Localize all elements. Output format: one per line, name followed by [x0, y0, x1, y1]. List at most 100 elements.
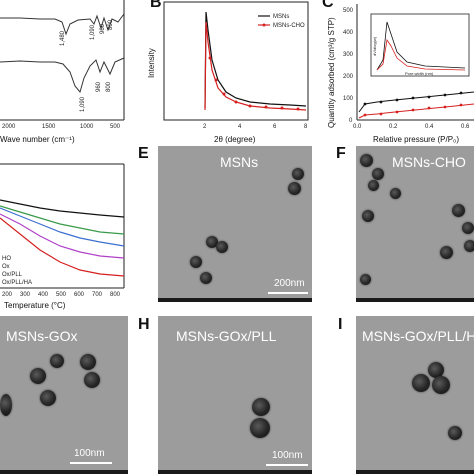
panel-i-letter: I	[338, 316, 343, 333]
nanoparticle	[452, 204, 465, 217]
nanoparticle	[372, 168, 384, 180]
nanoparticle	[440, 246, 453, 259]
iso-y-label: Quantity adsorbed (cm³/g STP)	[327, 17, 336, 128]
peak-label-1090-top: 1,090	[90, 24, 96, 40]
iso-ytick-100: 100	[343, 96, 354, 102]
nanoparticle	[40, 390, 56, 406]
tga-legend-ox: Ox	[2, 264, 10, 270]
nanoparticle	[368, 180, 379, 191]
panel-d-tga: HO Ox Ox/PLL Ox/PLL/HA 200 300 400 500 6…	[0, 162, 128, 310]
xrd-x-label: 2θ (degree)	[214, 135, 256, 144]
peak-label-1480: 1,480	[60, 30, 66, 46]
panel-h-letter: H	[138, 316, 150, 333]
xrd-tick-4: 4	[238, 124, 242, 130]
tga-curve-blue	[0, 207, 125, 247]
peak-label-960-bottom: 960	[96, 81, 102, 92]
xrd-curve-msns	[204, 11, 307, 109]
nanoparticle	[360, 154, 373, 167]
nanoparticle	[360, 274, 371, 285]
ftir-plot: 1,480 1,090 960 800 1,090 960 800 2000 1…	[0, 0, 125, 144]
inset-curve-cho	[376, 38, 466, 71]
panel-e-label: MSNs	[220, 154, 259, 170]
iso-xtick-04: 0.4	[425, 124, 434, 130]
xrd-tick-2: 2	[203, 124, 207, 130]
nanoparticle	[464, 240, 474, 252]
legend-cho: MSNs-CHO	[273, 23, 305, 29]
panel-i-tem: MSNs-GOx/PLL/HA	[356, 316, 474, 474]
nanoparticle	[292, 168, 304, 180]
panel-c-isotherm: 0 100 200 300 400 500 Quantity adsorbed …	[325, 0, 474, 150]
iso-ytick-0: 0	[349, 118, 353, 124]
nanoparticle	[412, 374, 430, 392]
tga-legend-ox-pll-ha: Ox/PLL/HA	[2, 280, 32, 286]
xrd-y-label: Intensity	[147, 48, 156, 78]
iso-xtick-06: 0.6	[461, 124, 470, 130]
tga-tick-700: 700	[92, 292, 103, 298]
ftir-tick-500: 500	[110, 124, 121, 130]
panel-h-scale-bar	[266, 464, 308, 466]
panel-e-info-strip	[158, 298, 312, 302]
legend-msns: MSNs	[273, 14, 289, 20]
nanoparticle	[190, 256, 202, 268]
iso-xtick-02: 0.2	[389, 124, 398, 130]
nanoparticle	[288, 182, 301, 195]
panel-a-ftir: 1,480 1,090 960 800 1,090 960 800 2000 1…	[0, 0, 128, 150]
panel-e-scale-label: 200nm	[274, 278, 305, 289]
tga-x-label: Temperature (°C)	[4, 301, 66, 310]
isotherm-plot: 0 100 200 300 400 500 Quantity adsorbed …	[327, 4, 474, 144]
panel-f-label: MSNs-CHO	[392, 154, 466, 170]
panel-e-letter: E	[138, 145, 149, 162]
tga-legend-ho: HO	[2, 256, 11, 262]
panel-h-info-strip	[158, 470, 312, 474]
peak-label-800-bottom: 800	[106, 81, 112, 92]
ftir-tick-1000: 1000	[80, 124, 94, 130]
nanoparticle	[200, 272, 212, 284]
inset-curve-msns	[376, 21, 466, 71]
tga-plot: HO Ox Ox/PLL Ox/PLL/HA 200 300 400 500 6…	[0, 163, 125, 310]
iso-cho-markers	[363, 103, 463, 117]
pore-inset	[370, 13, 470, 77]
iso-ytick-200: 200	[343, 74, 354, 80]
nanoparticle	[30, 368, 46, 384]
tga-legend-ox-pll: Ox/PLL	[2, 272, 23, 278]
ftir-tick-1500: 1500	[42, 124, 56, 130]
panel-f-tem: MSNs-CHO	[356, 146, 474, 302]
iso-x-label: Relative pressure (P/P₀)	[373, 135, 459, 144]
iso-curve-msns	[358, 91, 474, 113]
iso-msns-markers	[363, 91, 463, 106]
nanoparticle	[84, 372, 100, 388]
nanoparticle	[50, 354, 64, 368]
panel-i-label: MSNs-GOx/PLL/HA	[362, 328, 474, 344]
panel-g-label: MSNs-GOx	[6, 328, 78, 344]
ftir-tick-2000: 2000	[2, 124, 16, 130]
panel-c-letter: C	[322, 0, 334, 11]
panel-i-info-strip	[356, 470, 474, 474]
ftir-spectrum-bottom	[0, 57, 125, 94]
tga-tick-800: 800	[110, 292, 121, 298]
nanoparticle	[250, 418, 270, 438]
inset-x-label: Pore width (nm)	[405, 71, 434, 76]
tga-curve-purple	[0, 213, 125, 259]
xrd-cho-markers	[208, 56, 300, 111]
panel-h-label: MSNs-GOx/PLL	[176, 328, 277, 344]
iso-ytick-500: 500	[343, 8, 354, 14]
nanoparticle	[428, 362, 444, 378]
inset-y-label: dV/dlog(w)	[372, 36, 377, 56]
tga-curve-green	[0, 205, 125, 235]
iso-curve-cho	[358, 103, 474, 119]
peak-label-800-top: 800	[108, 19, 114, 30]
ftir-spectrum-top	[0, 13, 125, 36]
nanoparticle	[206, 236, 218, 248]
nanoparticle	[80, 354, 96, 370]
peak-label-960-top: 960	[100, 23, 106, 34]
nanoparticle	[462, 222, 474, 234]
panel-g-scale-label: 100nm	[74, 448, 105, 459]
tga-tick-200: 200	[2, 292, 13, 298]
tga-curve-black	[0, 199, 125, 218]
nanoparticle	[216, 241, 228, 253]
panel-h-scale-label: 100nm	[272, 450, 303, 461]
nanoparticle	[362, 210, 374, 222]
legend-marker-cho	[262, 23, 266, 27]
xrd-curve-cho	[204, 21, 307, 111]
ftir-x-label: Wave number (cm⁻¹)	[0, 135, 75, 144]
